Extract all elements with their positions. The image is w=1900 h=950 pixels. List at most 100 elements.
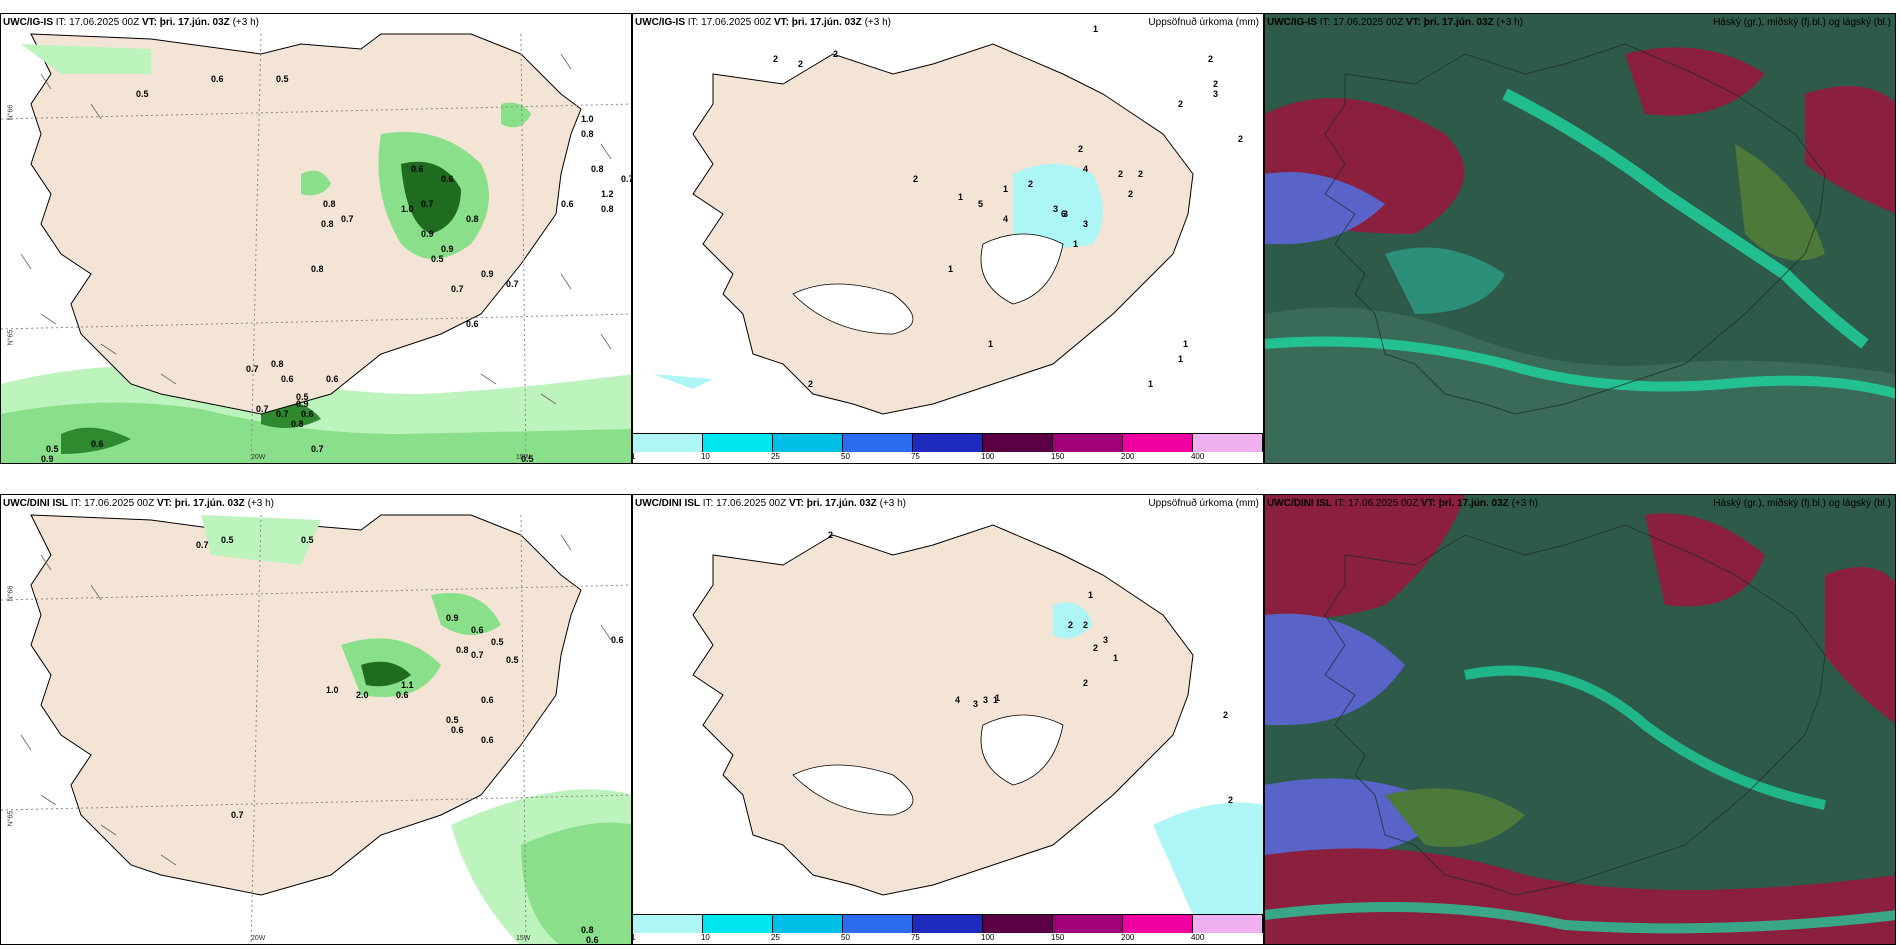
wind-value-label: 0.5 xyxy=(221,535,234,545)
wind-value-label: 0.6 xyxy=(91,439,104,449)
row2-wind-panel: UWC/DINI ISL IT: 17.06.2025 00Z VT: þri.… xyxy=(0,494,632,945)
legend-tick-label: 150 xyxy=(1051,933,1065,942)
precip-value-label: 1 xyxy=(995,693,1001,703)
valid-time: þri. 17.jún. 03Z xyxy=(806,498,877,509)
precip-value-label: 1 xyxy=(1178,354,1184,364)
wind-value-label: 0.8 xyxy=(466,214,479,224)
precip-value-label: 2 xyxy=(1223,710,1229,720)
wind-value-label: 0.9 xyxy=(441,244,454,254)
precip-value-label: 3 xyxy=(1213,89,1219,99)
wind-value-label: 0.6 xyxy=(411,164,424,174)
valid-time: þri. 17.jún. 03Z xyxy=(1423,17,1494,28)
precip-value-label: 1 xyxy=(1113,653,1119,663)
precip-value-label: 2 xyxy=(1238,134,1244,144)
row1-precip-panel: UWC/IG-IS IT: 17.06.2025 00Z VT: þri. 17… xyxy=(632,13,1264,464)
precip-title: Uppsöfnuð úrkoma (mm) xyxy=(1148,17,1259,28)
precip-value-label: 2 xyxy=(833,49,839,59)
lead-time: (+3 h) xyxy=(864,17,891,28)
row1-wind-panel: UWC/IG-IS IT: 17.06.2025 00Z VT: þri. 17… xyxy=(0,13,632,464)
precip-value-label: 3 xyxy=(1053,204,1059,214)
cloud-title: Háský (gr.), miðský (fj.bl.) og lágský (… xyxy=(1713,498,1891,509)
wind-value-label: 0.6 xyxy=(481,695,494,705)
wind-value-label: 0.6 xyxy=(441,174,454,184)
precip-map xyxy=(633,14,1263,463)
valid-label: VT: xyxy=(1405,17,1421,28)
precip-value-label: 2 xyxy=(1078,144,1084,154)
wind-value-label: 0.5 xyxy=(446,715,459,725)
wind-value-label: 0.6 xyxy=(481,735,494,745)
model-name: UWC/IG-IS xyxy=(635,17,685,28)
wind-value-label: 0.8 xyxy=(291,419,304,429)
row2-cloud-panel: UWC/DINI ISL IT: 17.06.2025 00Z VT: þri.… xyxy=(1264,494,1896,945)
wind-value-label: 0.7 xyxy=(311,444,324,454)
wind-value-label: 0.7 xyxy=(231,810,244,820)
wind-value-label: 0.6 xyxy=(451,725,464,735)
precip-value-label: 2 xyxy=(1178,99,1184,109)
valid-label: VT: xyxy=(141,17,157,28)
valid-label: VT: xyxy=(156,498,172,509)
init-time: IT: 17.06.2025 00Z xyxy=(70,498,155,509)
wind-value-label: 0.8 xyxy=(311,264,324,274)
precip-value-label: 2 xyxy=(1208,54,1214,64)
wind-value-label: 0.5 xyxy=(506,655,519,665)
precip-value-label: 2 xyxy=(913,174,919,184)
precip-value-label: 2 xyxy=(808,379,814,389)
model-name: UWC/DINI ISL xyxy=(3,498,68,509)
legend-tick-label: 200 xyxy=(1121,933,1135,942)
legend-swatch xyxy=(703,434,773,452)
wind-value-label: 0.7 xyxy=(246,364,259,374)
legend-tick-label: 200 xyxy=(1121,452,1135,461)
precip-value-label: 1 xyxy=(1073,239,1079,249)
valid-time: þri. 17.jún. 03Z xyxy=(159,17,230,28)
wind-value-label: 0.9 xyxy=(446,613,459,623)
legend-tick-label: 25 xyxy=(770,933,780,942)
precip-value-label: 2 xyxy=(1028,179,1034,189)
legend-swatch xyxy=(633,915,703,933)
legend-tick-label: 10 xyxy=(700,452,710,461)
lead-time: (+3 h) xyxy=(879,498,906,509)
wind-value-label: 0.7 xyxy=(196,540,209,550)
model-name: UWC/IG-IS xyxy=(3,17,53,28)
wind-value-label: 1.2 xyxy=(601,189,614,199)
legend-swatch xyxy=(913,915,983,933)
legend-swatch xyxy=(843,915,913,933)
legend-tick-label: 400 xyxy=(1190,933,1205,942)
precip-value-label: 2 xyxy=(1128,189,1134,199)
wind-value-label: 0.7 xyxy=(341,214,354,224)
valid-label: VT: xyxy=(773,17,789,28)
legend-tick-label: 25 xyxy=(770,452,780,461)
lat-label-65: N°65 xyxy=(7,810,15,827)
precip-value-label: 2 xyxy=(1138,169,1144,179)
wind-value-label: 0.5 xyxy=(46,444,59,454)
precip-value-label: 1 xyxy=(988,339,994,349)
wind-value-label: 0.5 xyxy=(296,392,309,402)
wind-value-label: 0.8 xyxy=(321,219,334,229)
wind-value-label: 1.0 xyxy=(401,204,414,214)
legend-swatch xyxy=(773,915,843,933)
precip-value-label: 1 xyxy=(1003,184,1009,194)
precip-value-label: 2 xyxy=(1118,169,1124,179)
legend-swatch xyxy=(1123,434,1193,452)
precip-legend: 1 10 25 50 75 100 150 200 400 xyxy=(633,914,1263,944)
wind-value-label: 0.6 xyxy=(611,635,624,645)
lat-label-66: N°66 xyxy=(7,585,15,602)
legend-tick-label: 75 xyxy=(910,452,920,461)
precip-title: Uppsöfnuð úrkoma (mm) xyxy=(1148,498,1259,509)
model-name: UWC/DINI ISL xyxy=(635,498,700,509)
lon-label-15w: 15W xyxy=(516,454,531,461)
wind-value-label: 0.7 xyxy=(506,279,519,289)
wind-value-label: 0.6 xyxy=(471,625,484,635)
precip-value-label: 2 xyxy=(798,59,804,69)
cloud-title: Háský (gr.), miðský (fj.bl.) og lágský (… xyxy=(1713,17,1891,28)
legend-swatch xyxy=(983,434,1053,452)
legend-swatch xyxy=(983,915,1053,933)
cloud-map xyxy=(1265,14,1895,463)
precip-map xyxy=(633,495,1263,944)
precip-legend: 1 10 25 50 75 100 150 200 400 xyxy=(633,433,1263,463)
wind-value-label: 1.0 xyxy=(326,685,339,695)
wind-value-label: 0.5 xyxy=(136,89,149,99)
init-time: IT: 17.06.2025 00Z xyxy=(702,498,787,509)
lead-time: (+3 h) xyxy=(1511,498,1538,509)
row2-precip-panel: UWC/DINI ISL IT: 17.06.2025 00Z VT: þri.… xyxy=(632,494,1264,945)
legend-swatch xyxy=(1053,915,1123,933)
